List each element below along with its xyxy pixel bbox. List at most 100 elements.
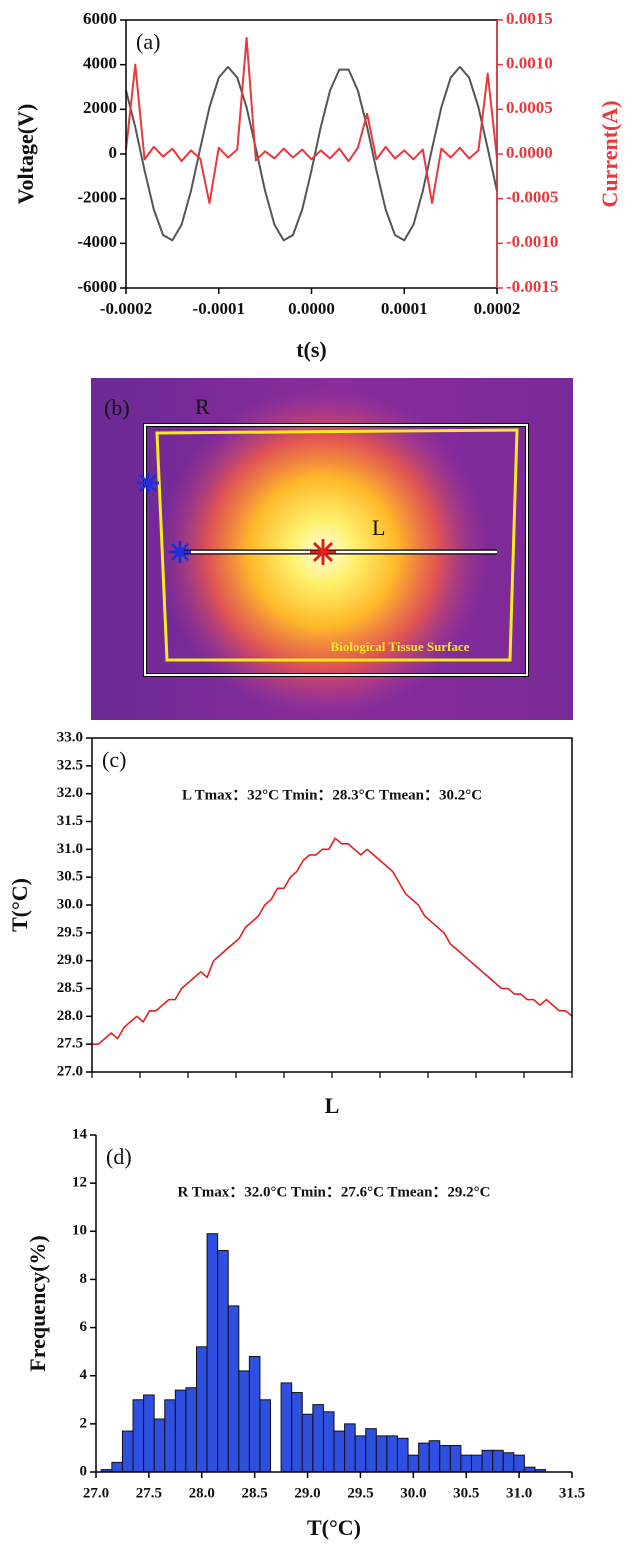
y-tick-label: 4 (80, 1367, 88, 1383)
y-tick-label: 27.5 (57, 1036, 83, 1052)
bar (482, 1450, 493, 1472)
x-tick-label: 28.0 (189, 1485, 215, 1501)
bar (302, 1414, 313, 1472)
x-tick-label: -0.0001 (193, 299, 245, 318)
x-tick-label: 29.5 (347, 1485, 373, 1501)
thermal-image: (b) R L Biological Tissue Surface (91, 378, 573, 720)
bar (133, 1400, 144, 1472)
bar (514, 1455, 525, 1472)
y2-tick-label: 0.0010 (506, 54, 553, 73)
y-axis-title: Frequency(%) (25, 1235, 50, 1371)
y-tick-label: 4000 (83, 54, 117, 73)
y2-tick-label: -0.0015 (506, 277, 558, 296)
x-tick-label: 27.0 (83, 1485, 109, 1501)
x-axis-title: L (325, 1093, 340, 1118)
y-tick-label: 33.0 (57, 729, 83, 745)
y-tick-label: 31.0 (57, 841, 83, 857)
y-tick-label: 12 (72, 1175, 87, 1191)
x-tick-label: 27.5 (136, 1485, 162, 1501)
bar (165, 1400, 176, 1472)
bar (144, 1395, 155, 1472)
x-tick-label: 29.0 (294, 1485, 320, 1501)
y-tick-label: 27.0 (57, 1063, 83, 1079)
y-axis-title: T(°C) (7, 878, 32, 932)
y-tick-label: 29.0 (57, 952, 83, 968)
annotation: L Tmax：32°C Tmin：28.3°C Tmean：30.2°C (182, 787, 482, 803)
line-label: L (372, 515, 385, 540)
y2-tick-label: 0.0005 (506, 98, 553, 117)
y-tick-label: 32.0 (57, 785, 83, 801)
bar (154, 1419, 165, 1472)
bar (281, 1383, 292, 1472)
bar (260, 1400, 271, 1472)
y-tick-label: 32.5 (57, 757, 83, 773)
bar (122, 1431, 133, 1472)
x-tick-label: 0.0000 (288, 299, 335, 318)
bar (397, 1438, 408, 1472)
y-tick-label: 28.5 (57, 980, 83, 996)
caption: Biological Tissue Surface (331, 639, 470, 654)
x-axis-title: T(°C) (307, 1515, 361, 1540)
bar (440, 1446, 451, 1472)
data-line (126, 38, 497, 203)
bar (429, 1441, 440, 1472)
bar (175, 1390, 186, 1472)
y-tick-label: 14 (72, 1126, 88, 1142)
y-tick-label: 2 (80, 1415, 88, 1431)
x-tick-label: -0.0002 (100, 299, 152, 318)
y-tick-label: 10 (72, 1223, 87, 1239)
bar (355, 1436, 366, 1472)
y2-axis-title: Current(A) (597, 100, 622, 207)
region-label: R (195, 394, 210, 419)
bar (292, 1393, 303, 1472)
annotation: R Tmax：32.0°C Tmin：27.6°C Tmean：29.2°C (177, 1184, 490, 1200)
bar (503, 1453, 514, 1472)
figure: (b) R L Biological Tissue Surface -6000 -… (0, 0, 632, 1545)
y-tick-label: 28.0 (57, 1008, 83, 1024)
y-tick-label: -6000 (77, 277, 117, 296)
bar (196, 1347, 207, 1472)
bar (419, 1443, 430, 1472)
x-tick-label: 28.5 (242, 1485, 268, 1501)
x-tick-label: 31.5 (559, 1485, 585, 1501)
line-min-marker (169, 541, 191, 563)
y-tick-label: -2000 (77, 188, 117, 207)
y-tick-label: 31.5 (57, 813, 83, 829)
y2-tick-label: 0.0015 (506, 9, 553, 28)
bar (218, 1251, 229, 1472)
y-tick-label: -4000 (77, 232, 117, 251)
bar (334, 1431, 345, 1472)
y-tick-label: 30.5 (57, 869, 83, 885)
x-tick-label: 31.0 (506, 1485, 532, 1501)
x-tick-label: 0.0001 (381, 299, 428, 318)
panel-label: (d) (106, 1144, 132, 1169)
y-tick-label: 8 (80, 1271, 88, 1287)
y-tick-label: 30.0 (57, 896, 83, 912)
min-marker (137, 472, 159, 494)
panel-label: (b) (104, 395, 130, 420)
y-tick-label: 6 (80, 1319, 88, 1335)
x-axis-title: t(s) (296, 337, 327, 362)
bar (408, 1455, 419, 1472)
y2-tick-label: -0.0010 (506, 232, 558, 251)
bar (249, 1356, 260, 1472)
bar (450, 1446, 461, 1472)
y2-tick-label: -0.0005 (506, 188, 558, 207)
bar (387, 1436, 398, 1472)
data-line (92, 838, 572, 1044)
bar (345, 1424, 356, 1472)
bar (186, 1388, 197, 1472)
x-tick-label: 30.5 (453, 1485, 479, 1501)
x-tick-label: 0.0002 (474, 299, 521, 318)
bar (461, 1455, 472, 1472)
bar (207, 1234, 218, 1472)
y-tick-label: 6000 (83, 9, 117, 28)
bar (472, 1455, 483, 1472)
bar (239, 1371, 250, 1472)
x-tick-label: 30.0 (400, 1485, 426, 1501)
y-tick-label: 2000 (83, 98, 117, 117)
bar (228, 1306, 239, 1472)
bar (493, 1450, 504, 1472)
bar (323, 1412, 334, 1472)
panel-label: (c) (102, 747, 126, 772)
